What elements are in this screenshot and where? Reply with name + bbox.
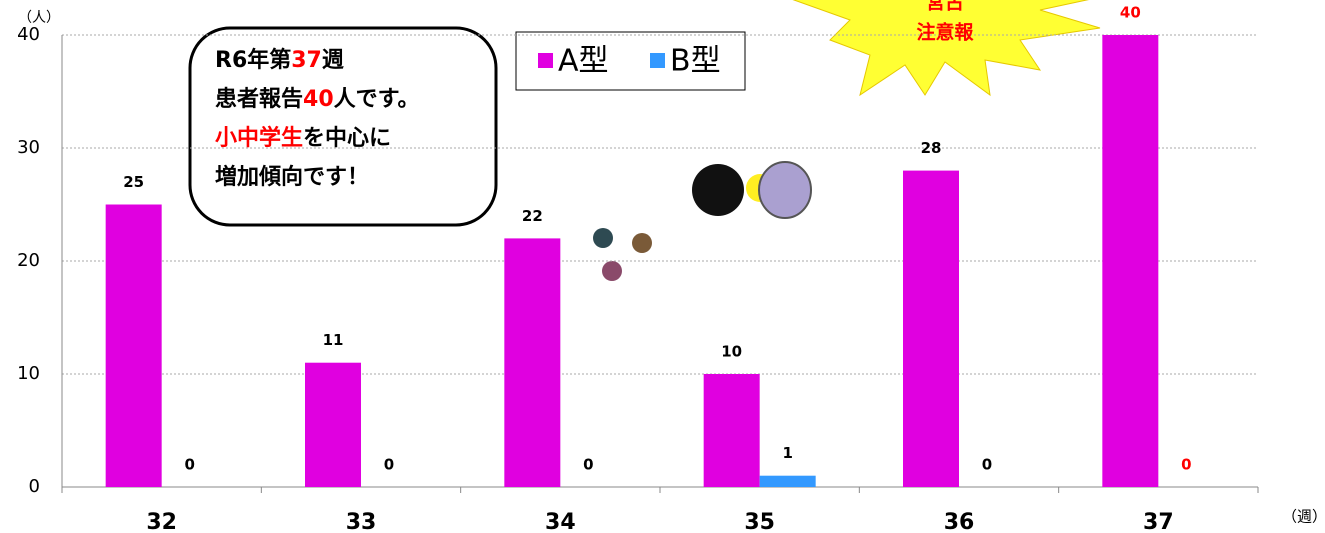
- callout-line: 患者報告40人です。: [215, 86, 419, 112]
- callout-text: R6年第: [215, 47, 291, 73]
- value-label: 0: [1181, 456, 1191, 474]
- bar: [1102, 35, 1159, 487]
- x-tick-label: 35: [744, 510, 775, 533]
- value-label: 11: [323, 331, 344, 349]
- x-tick-label: 33: [346, 510, 377, 533]
- callout-text: 増加傾向です！: [215, 164, 369, 190]
- value-label: 28: [921, 139, 942, 157]
- callout-line: 増加傾向です！: [215, 164, 369, 190]
- value-label: 0: [184, 456, 194, 474]
- bar: [105, 204, 162, 487]
- callout-text: 週: [322, 48, 344, 73]
- value-label: 40: [1120, 4, 1141, 22]
- value-label: 0: [982, 456, 992, 474]
- burst-text: 宮古: [926, 0, 964, 14]
- y-tick-label: 30: [17, 137, 40, 158]
- value-label: 10: [721, 343, 742, 361]
- callout-line: R6年第37週: [215, 47, 344, 73]
- y-tick-label: 0: [29, 476, 40, 497]
- x-tick-label: 37: [1143, 510, 1174, 533]
- value-label: 0: [583, 456, 593, 474]
- callout-text: 小中学生: [215, 125, 303, 151]
- callout-text: 人です。: [334, 87, 420, 112]
- legend-box: [515, 31, 746, 91]
- value-label: 25: [123, 173, 144, 191]
- bar: [703, 374, 760, 487]
- bar: [305, 362, 361, 487]
- legend-swatch: [650, 53, 665, 68]
- value-label: 22: [522, 207, 543, 225]
- callout-line: 小中学生を中心に: [215, 125, 391, 151]
- bar: [759, 475, 816, 487]
- bar: [504, 238, 561, 487]
- x-tick-label: 34: [545, 510, 576, 533]
- bar: [903, 170, 959, 487]
- starburst: [792, 0, 1101, 97]
- legend-label: A型: [558, 44, 609, 79]
- x-tick-label: 32: [146, 510, 177, 533]
- callout-box: [188, 26, 498, 227]
- callout-text: 37: [291, 48, 322, 73]
- callout-text: を中心に: [303, 126, 391, 151]
- x-axis-label: （週）: [1282, 508, 1325, 526]
- y-tick-label: 20: [17, 250, 40, 271]
- x-tick-label: 36: [944, 510, 975, 533]
- callout-text: 40: [303, 87, 334, 112]
- y-tick-label: 40: [17, 24, 40, 45]
- y-tick-label: 10: [17, 363, 40, 384]
- y-axis-label: （人）: [18, 10, 60, 26]
- value-label: 0: [384, 456, 394, 474]
- legend-swatch: [538, 53, 553, 68]
- value-label: 1: [782, 444, 792, 462]
- legend-label: B型: [670, 44, 721, 79]
- callout-text: 患者報告: [215, 86, 303, 112]
- virus-illustration: [593, 161, 812, 281]
- burst-text: 注意報: [916, 21, 974, 44]
